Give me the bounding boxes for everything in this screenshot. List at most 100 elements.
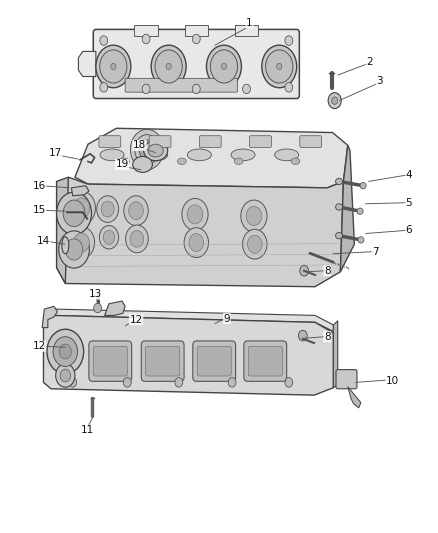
Text: 3: 3 [376, 77, 383, 86]
Circle shape [73, 198, 90, 218]
Circle shape [139, 140, 155, 159]
Circle shape [126, 225, 148, 253]
FancyBboxPatch shape [125, 78, 237, 92]
Circle shape [210, 50, 237, 83]
FancyBboxPatch shape [89, 341, 132, 381]
Text: 5: 5 [406, 198, 412, 208]
Circle shape [247, 235, 262, 253]
Polygon shape [57, 177, 343, 287]
FancyBboxPatch shape [248, 346, 283, 376]
Polygon shape [43, 316, 333, 395]
Circle shape [111, 63, 116, 70]
Text: 7: 7 [372, 247, 378, 256]
Ellipse shape [336, 232, 343, 239]
Circle shape [59, 344, 71, 359]
Circle shape [192, 84, 200, 94]
Polygon shape [42, 306, 57, 328]
Text: 14: 14 [37, 236, 50, 246]
Polygon shape [348, 386, 361, 408]
Circle shape [96, 45, 131, 88]
Circle shape [246, 206, 262, 225]
Ellipse shape [291, 158, 300, 165]
Circle shape [187, 205, 203, 224]
Ellipse shape [144, 141, 168, 161]
Circle shape [241, 200, 267, 232]
FancyBboxPatch shape [146, 346, 180, 376]
Circle shape [67, 191, 95, 225]
Text: 15: 15 [32, 205, 46, 215]
Ellipse shape [187, 149, 212, 161]
Circle shape [221, 63, 226, 70]
FancyBboxPatch shape [244, 341, 287, 381]
Circle shape [57, 192, 92, 235]
Text: 6: 6 [406, 225, 412, 236]
Circle shape [124, 196, 148, 225]
Ellipse shape [336, 204, 343, 210]
Text: 13: 13 [89, 289, 102, 299]
Circle shape [243, 229, 267, 259]
Circle shape [277, 63, 282, 70]
Circle shape [103, 230, 115, 244]
Polygon shape [105, 301, 125, 316]
FancyBboxPatch shape [99, 136, 121, 148]
Polygon shape [43, 309, 333, 332]
Text: 16: 16 [32, 181, 46, 191]
Ellipse shape [358, 237, 364, 243]
Circle shape [74, 233, 89, 252]
Circle shape [298, 330, 307, 341]
Circle shape [124, 377, 131, 387]
Circle shape [285, 83, 293, 92]
FancyBboxPatch shape [184, 25, 208, 36]
Circle shape [189, 233, 204, 252]
Polygon shape [333, 321, 338, 387]
Ellipse shape [357, 208, 363, 214]
Circle shape [69, 377, 77, 387]
Circle shape [60, 369, 71, 382]
Polygon shape [71, 185, 89, 196]
Ellipse shape [62, 237, 69, 254]
Text: 9: 9 [223, 313, 230, 324]
Circle shape [100, 83, 108, 92]
Text: 10: 10 [386, 376, 399, 386]
Text: 2: 2 [366, 57, 373, 67]
Circle shape [300, 265, 308, 276]
Circle shape [332, 97, 338, 104]
Circle shape [65, 239, 83, 260]
Circle shape [142, 84, 150, 94]
Circle shape [56, 364, 75, 387]
Circle shape [47, 329, 84, 374]
Circle shape [131, 130, 163, 169]
Circle shape [99, 225, 119, 249]
Circle shape [100, 50, 127, 83]
Text: 12: 12 [32, 341, 46, 351]
Circle shape [68, 227, 95, 259]
Ellipse shape [133, 157, 152, 172]
Text: 8: 8 [324, 266, 331, 276]
FancyBboxPatch shape [134, 25, 158, 36]
Circle shape [59, 231, 89, 268]
Ellipse shape [177, 158, 186, 165]
Text: 4: 4 [406, 170, 412, 180]
Circle shape [243, 84, 251, 94]
Circle shape [184, 228, 208, 257]
FancyBboxPatch shape [193, 341, 236, 381]
Circle shape [285, 377, 293, 387]
Circle shape [130, 231, 144, 247]
FancyBboxPatch shape [235, 25, 258, 36]
FancyBboxPatch shape [199, 136, 221, 148]
Circle shape [94, 303, 102, 313]
Circle shape [192, 34, 200, 44]
Ellipse shape [231, 149, 255, 161]
Circle shape [63, 200, 85, 227]
Text: 8: 8 [324, 332, 331, 342]
Ellipse shape [148, 144, 163, 157]
Text: 19: 19 [116, 159, 129, 169]
Circle shape [228, 377, 236, 387]
Circle shape [175, 377, 183, 387]
Polygon shape [340, 146, 354, 272]
Ellipse shape [360, 182, 366, 189]
FancyBboxPatch shape [197, 346, 231, 376]
Circle shape [135, 135, 159, 165]
Circle shape [155, 50, 182, 83]
Circle shape [53, 337, 78, 367]
